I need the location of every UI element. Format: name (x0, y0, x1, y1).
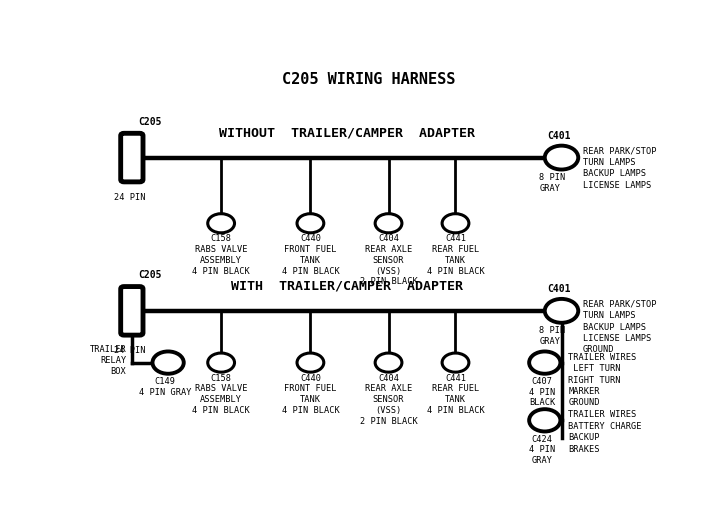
Circle shape (208, 353, 235, 372)
Circle shape (529, 352, 560, 374)
Text: WITHOUT  TRAILER/CAMPER  ADAPTER: WITHOUT TRAILER/CAMPER ADAPTER (219, 126, 474, 140)
Text: C404
REAR AXLE
SENSOR
(VSS)
2 PIN BLACK: C404 REAR AXLE SENSOR (VSS) 2 PIN BLACK (360, 234, 418, 286)
Text: C407
4 PIN
BLACK: C407 4 PIN BLACK (529, 377, 555, 407)
Text: C440
FRONT FUEL
TANK
4 PIN BLACK: C440 FRONT FUEL TANK 4 PIN BLACK (282, 234, 339, 276)
Text: 24 PIN: 24 PIN (114, 193, 145, 202)
Text: TRAILER WIRES
BATTERY CHARGE
BACKUP
BRAKES: TRAILER WIRES BATTERY CHARGE BACKUP BRAK… (568, 410, 642, 454)
Circle shape (529, 409, 560, 432)
Text: C441
REAR FUEL
TANK
4 PIN BLACK: C441 REAR FUEL TANK 4 PIN BLACK (427, 374, 485, 415)
Circle shape (153, 352, 184, 374)
FancyBboxPatch shape (121, 286, 143, 335)
Circle shape (297, 214, 324, 233)
Circle shape (545, 146, 578, 170)
Text: TRAILER WIRES
 LEFT TURN
RIGHT TURN
MARKER
GROUND: TRAILER WIRES LEFT TURN RIGHT TURN MARKE… (568, 353, 636, 407)
Circle shape (208, 214, 235, 233)
Text: C401: C401 (547, 284, 571, 294)
Text: WITH  TRAILER/CAMPER  ADAPTER: WITH TRAILER/CAMPER ADAPTER (230, 280, 463, 293)
Text: C441
REAR FUEL
TANK
4 PIN BLACK: C441 REAR FUEL TANK 4 PIN BLACK (427, 234, 485, 276)
Text: C440
FRONT FUEL
TANK
4 PIN BLACK: C440 FRONT FUEL TANK 4 PIN BLACK (282, 374, 339, 415)
Text: C401: C401 (547, 131, 571, 141)
Circle shape (297, 353, 324, 372)
Text: REAR PARK/STOP
TURN LAMPS
BACKUP LAMPS
LICENSE LAMPS
GROUND: REAR PARK/STOP TURN LAMPS BACKUP LAMPS L… (582, 300, 656, 355)
Text: C424
4 PIN
GRAY: C424 4 PIN GRAY (529, 435, 555, 465)
Text: 24 PIN: 24 PIN (114, 346, 145, 355)
Text: 8 PIN
GRAY: 8 PIN GRAY (539, 173, 565, 193)
Circle shape (442, 214, 469, 233)
Text: C158
RABS VALVE
ASSEMBLY
4 PIN BLACK: C158 RABS VALVE ASSEMBLY 4 PIN BLACK (192, 234, 250, 276)
Text: C205 WIRING HARNESS: C205 WIRING HARNESS (282, 72, 456, 87)
Text: 8 PIN
GRAY: 8 PIN GRAY (539, 326, 565, 346)
Text: C205: C205 (138, 270, 162, 280)
Circle shape (375, 214, 402, 233)
Text: C149
4 PIN GRAY: C149 4 PIN GRAY (139, 377, 192, 397)
Text: C404
REAR AXLE
SENSOR
(VSS)
2 PIN BLACK: C404 REAR AXLE SENSOR (VSS) 2 PIN BLACK (360, 374, 418, 425)
Text: C158
RABS VALVE
ASSEMBLY
4 PIN BLACK: C158 RABS VALVE ASSEMBLY 4 PIN BLACK (192, 374, 250, 415)
Text: REAR PARK/STOP
TURN LAMPS
BACKUP LAMPS
LICENSE LAMPS: REAR PARK/STOP TURN LAMPS BACKUP LAMPS L… (582, 146, 656, 190)
Circle shape (375, 353, 402, 372)
Text: C205: C205 (138, 116, 162, 127)
Circle shape (545, 299, 578, 323)
FancyBboxPatch shape (121, 133, 143, 182)
Circle shape (442, 353, 469, 372)
Text: TRAILER
RELAY
BOX: TRAILER RELAY BOX (89, 345, 126, 376)
